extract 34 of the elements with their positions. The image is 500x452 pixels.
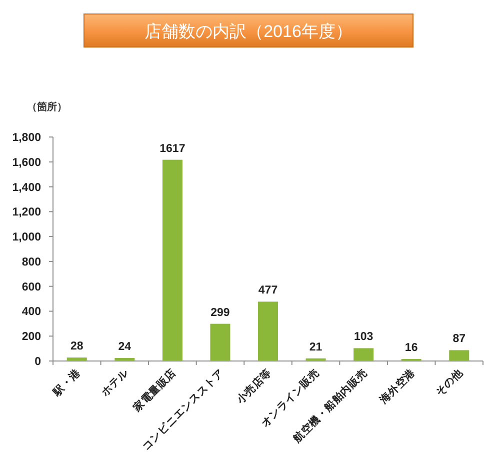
data-label: 87 [452,333,466,346]
bar [162,160,182,361]
bar [114,358,135,361]
y-tick-label: 600 [22,281,41,294]
y-tick-label: 1,000 [12,232,41,244]
y-tick-label: 1,800 [12,132,41,144]
y-axis-title: （箇所） [27,101,67,113]
data-label: 477 [258,284,278,297]
data-label: 1617 [160,142,186,155]
x-tick-label: 小売店等 [233,366,274,407]
y-tick-label: 0 [34,356,41,368]
x-tick-label: 海外空港 [376,365,418,407]
x-tick-label: ホテル [98,366,132,400]
y-tick-label: 800 [22,256,41,268]
bar [210,324,230,361]
data-label: 299 [210,306,230,319]
x-tick-label: 駅・港 [50,365,84,400]
bar [449,350,470,361]
chart-title: 店舗数の内訳（2016年度） [144,22,352,41]
bar [354,348,374,361]
y-tick-label: 1,600 [12,156,41,169]
y-tick-label: 400 [22,306,41,318]
data-label: 28 [70,340,84,353]
bar [66,358,87,361]
bar [258,302,278,361]
data-label: 16 [404,342,418,354]
y-tick-label: 1,200 [12,206,41,219]
data-label: 21 [309,341,323,354]
data-label: 24 [118,341,132,354]
x-tick-label: その他 [432,365,466,398]
bar [306,358,326,361]
data-label: 103 [354,331,374,344]
y-tick-label: 200 [22,331,41,344]
y-tick-label: 1,400 [12,182,41,194]
